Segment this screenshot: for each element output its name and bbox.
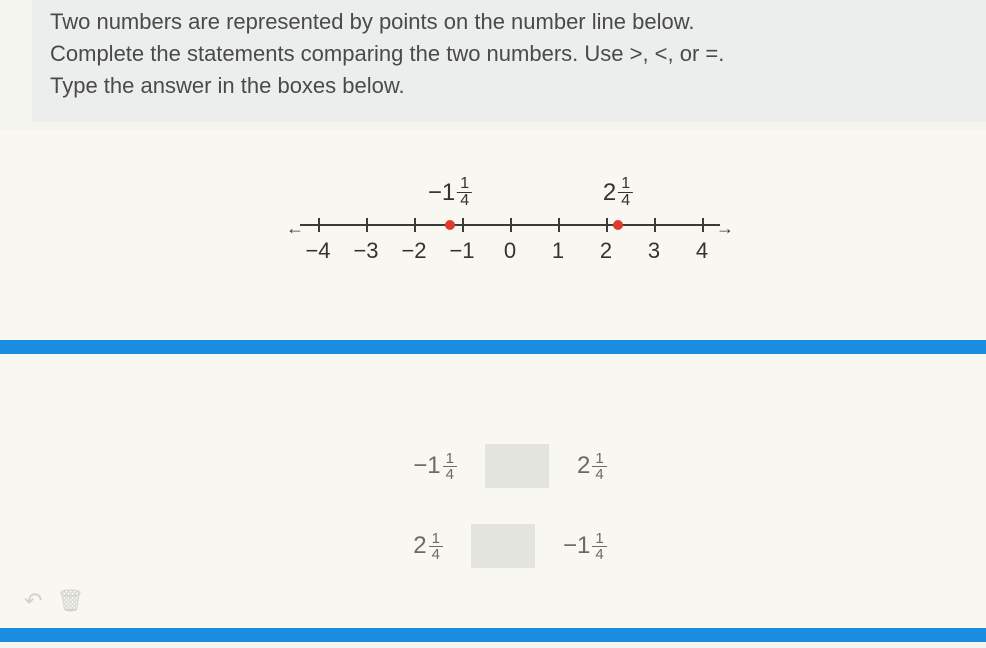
comparison-1-right: 2 14 xyxy=(577,451,607,482)
divider-2 xyxy=(0,628,986,642)
number-line-diagram: ← → −4 −3 −2 −1 0 1 2 3 4 −114 214 xyxy=(0,130,986,340)
comparison-row-2: 2 14 −1 14 xyxy=(330,524,690,568)
point-dot xyxy=(445,220,455,230)
point-dot xyxy=(613,220,623,230)
comparison-2-right: −1 14 xyxy=(563,531,607,562)
trash-icon[interactable]: 🗑 xyxy=(56,588,84,614)
comparison-1-left: −1 14 xyxy=(413,451,457,482)
comparison-2-input[interactable] xyxy=(471,524,535,568)
question-line-3: Type the answer in the boxes below. xyxy=(50,70,968,102)
point-label: 214 xyxy=(603,176,633,209)
axis: ← → −4−3−2−101234 −114214 xyxy=(300,180,720,240)
comparison-2-left: 2 14 xyxy=(413,531,443,562)
answer-area: −1 14 2 14 2 14 −1 14 ↶ 🗑 xyxy=(0,354,986,628)
tick xyxy=(654,218,656,232)
point-label: −114 xyxy=(428,176,472,209)
tick xyxy=(702,218,704,232)
tick xyxy=(366,218,368,232)
undo-icon[interactable]: ↶ xyxy=(24,588,42,614)
tick-label: 2 xyxy=(600,238,612,264)
question-line-1: Two numbers are represented by points on… xyxy=(50,6,968,38)
tick xyxy=(558,218,560,232)
tick-label: −2 xyxy=(401,238,426,264)
tick xyxy=(510,218,512,232)
footer-tools: ↶ 🗑 xyxy=(24,588,84,614)
arrow-right-icon: → xyxy=(716,218,734,239)
question-line-2: Complete the statements comparing the tw… xyxy=(50,38,968,70)
tick xyxy=(318,218,320,232)
tick xyxy=(606,218,608,232)
number-line: ← → −4−3−2−101234 −114214 xyxy=(300,180,720,240)
divider-1 xyxy=(0,340,986,354)
comparison-1-input[interactable] xyxy=(485,444,549,488)
question-prompt: Two numbers are represented by points on… xyxy=(32,0,986,122)
tick xyxy=(414,218,416,232)
arrow-left-icon: ← xyxy=(286,218,304,239)
tick-label: 4 xyxy=(696,238,708,264)
tick-label: −1 xyxy=(449,238,474,264)
tick-label: −4 xyxy=(305,238,330,264)
tick-label: −3 xyxy=(353,238,378,264)
tick xyxy=(462,218,464,232)
tick-label: 0 xyxy=(504,238,516,264)
comparison-row-1: −1 14 2 14 xyxy=(330,444,690,488)
tick-label: 3 xyxy=(648,238,660,264)
tick-label: 1 xyxy=(552,238,564,264)
